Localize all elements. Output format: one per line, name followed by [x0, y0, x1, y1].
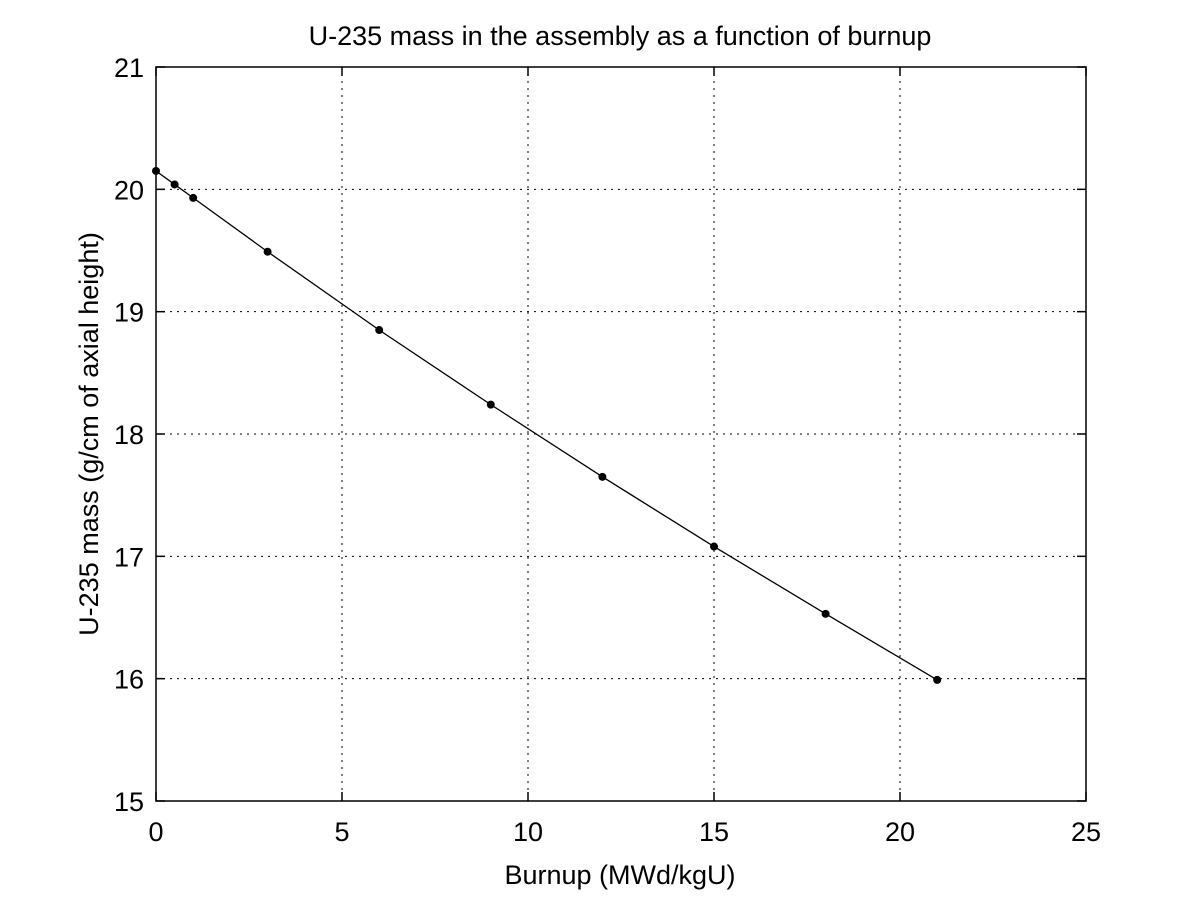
series-line — [155, 170, 938, 681]
x-tick-label: 15 — [699, 817, 729, 847]
series-layer — [152, 166, 942, 684]
y-axis-title: U-235 mass (g/cm of axial height) — [74, 232, 104, 636]
y-tick-label: 17 — [114, 542, 144, 572]
y-tick-label: 19 — [114, 298, 144, 328]
ticks — [155, 66, 1087, 802]
data-point — [486, 400, 495, 409]
x-tick-label: 0 — [148, 817, 163, 847]
data-point — [710, 542, 718, 551]
grid — [156, 67, 1086, 801]
x-tick-label: 20 — [885, 817, 915, 847]
data-point — [598, 472, 607, 481]
data-point — [263, 247, 272, 256]
data-point — [933, 675, 942, 684]
data-point — [821, 609, 830, 618]
x-axis-title: Burnup (MWd/kgU) — [504, 860, 735, 890]
data-point — [189, 193, 198, 202]
y-tick-label: 20 — [114, 175, 144, 205]
x-tick-label: 10 — [513, 817, 543, 847]
data-point — [375, 326, 384, 335]
x-tick-label: 25 — [1071, 817, 1101, 847]
tick-labels: 0 5 10 15 20 25 15 16 17 18 19 20 21 — [114, 53, 1101, 847]
y-tick-label: 15 — [114, 787, 144, 817]
x-tick-label: 5 — [334, 817, 349, 847]
chart-title: U-235 mass in the assembly as a function… — [309, 21, 932, 51]
y-tick-label: 21 — [114, 53, 144, 83]
data-point — [170, 180, 179, 189]
y-tick-label: 18 — [114, 420, 144, 450]
y-tick-label: 16 — [114, 665, 144, 695]
